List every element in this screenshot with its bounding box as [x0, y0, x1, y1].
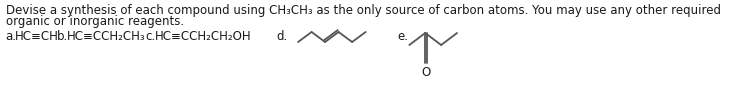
Text: O: O [421, 66, 431, 79]
Text: c.: c. [146, 31, 156, 44]
Text: d.: d. [276, 31, 288, 44]
Text: b.: b. [57, 31, 68, 44]
Text: HC≡CCH₂CH₂OH: HC≡CCH₂CH₂OH [155, 31, 251, 44]
Text: organic or inorganic reagents.: organic or inorganic reagents. [6, 15, 184, 28]
Text: HC≡CH: HC≡CH [15, 31, 59, 44]
Text: e.: e. [398, 31, 409, 44]
Text: a.: a. [6, 31, 17, 44]
Text: HC≡CCH₂CH₃: HC≡CCH₂CH₃ [67, 31, 146, 44]
Text: Devise a synthesis of each compound using CH₃CH₃ as the only source of carbon at: Devise a synthesis of each compound usin… [6, 4, 720, 17]
